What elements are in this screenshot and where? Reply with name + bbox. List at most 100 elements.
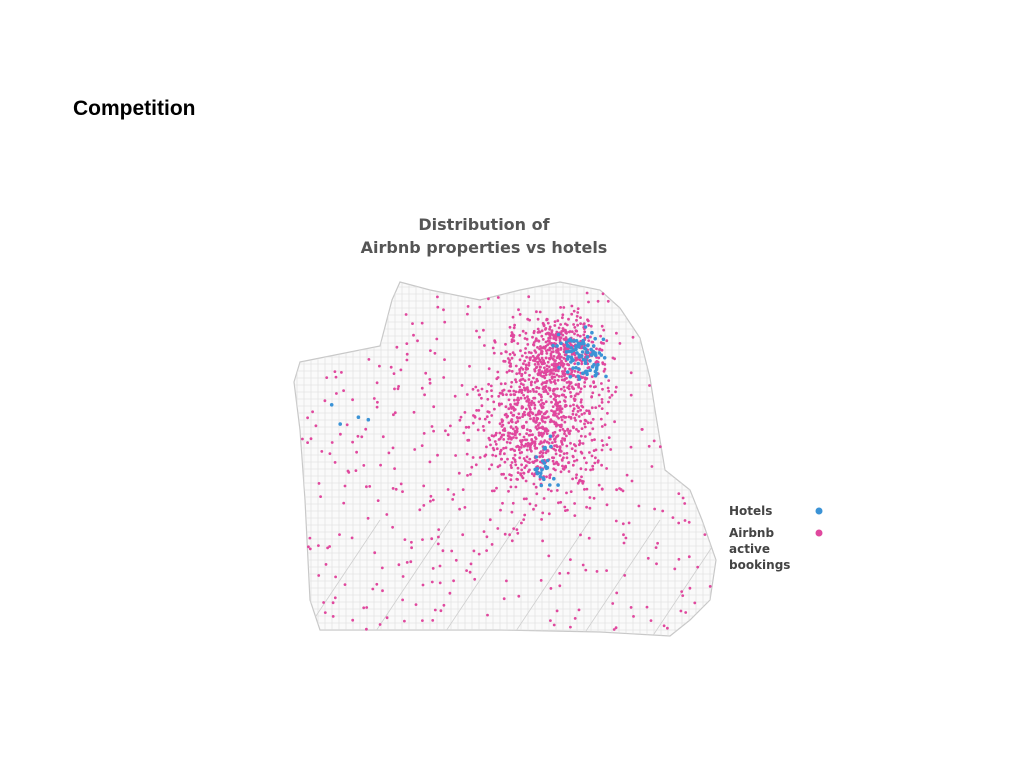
map-point	[392, 413, 395, 417]
map-point	[573, 362, 577, 365]
map-point	[558, 353, 562, 356]
map-point	[591, 464, 595, 468]
map-point	[498, 422, 502, 426]
map-point	[399, 368, 403, 372]
map-point	[375, 381, 379, 385]
map-point	[581, 442, 585, 445]
map-point	[549, 489, 553, 493]
map-point	[548, 378, 552, 382]
map-point	[520, 405, 524, 408]
map-point	[551, 350, 555, 354]
map-point	[532, 474, 536, 478]
map-point	[585, 350, 589, 355]
map-point	[688, 586, 692, 590]
map-point	[524, 442, 528, 446]
map-point	[405, 342, 409, 345]
map-point	[510, 380, 514, 384]
map-point	[533, 442, 537, 446]
map-point	[521, 426, 525, 430]
map-point	[413, 448, 417, 451]
map-point	[583, 361, 588, 366]
map-point	[607, 379, 611, 382]
map-point	[334, 575, 337, 579]
map-point	[614, 626, 618, 630]
map-point	[573, 369, 577, 373]
map-point	[523, 513, 527, 517]
map-point	[317, 574, 321, 577]
map-point	[576, 392, 580, 396]
map-point	[520, 391, 524, 394]
map-point	[585, 505, 588, 509]
map-point	[585, 409, 588, 413]
map-point	[556, 332, 561, 337]
map-point	[460, 384, 464, 387]
map-point	[520, 443, 524, 446]
map-point	[501, 428, 505, 432]
map-point	[629, 371, 633, 375]
map-point	[482, 328, 485, 332]
map-point	[569, 391, 572, 394]
map-point	[590, 406, 594, 410]
map-point	[519, 446, 523, 449]
map-point	[544, 411, 548, 414]
map-point	[585, 355, 590, 359]
map-point	[376, 499, 380, 502]
map-point	[545, 416, 548, 420]
map-point	[557, 501, 560, 505]
map-point	[476, 389, 480, 392]
map-point	[537, 386, 541, 390]
map-point	[527, 470, 530, 474]
map-point	[539, 374, 543, 377]
map-point	[428, 378, 432, 381]
map-point	[497, 402, 501, 406]
map-point	[526, 413, 530, 416]
map-point	[307, 545, 310, 549]
map-point	[467, 425, 471, 429]
map-point	[623, 574, 627, 577]
map-point	[393, 467, 396, 470]
map-point	[526, 390, 530, 394]
map-point	[338, 533, 341, 536]
map-point	[521, 415, 524, 418]
map-point	[519, 473, 523, 476]
map-point	[541, 415, 544, 418]
map-point	[446, 433, 450, 437]
map-point	[489, 384, 493, 388]
map-point	[511, 315, 515, 319]
map-point	[436, 453, 439, 457]
map-point	[542, 497, 546, 500]
map-point	[555, 365, 558, 369]
map-point	[487, 367, 491, 371]
map-point	[557, 394, 561, 398]
map-point	[578, 441, 582, 445]
map-point	[540, 426, 543, 430]
map-point	[528, 433, 532, 437]
map-point	[410, 540, 413, 544]
map-point	[600, 463, 603, 467]
map-point	[541, 338, 545, 341]
map-point	[516, 342, 520, 345]
map-point	[504, 405, 508, 409]
map-point	[391, 487, 395, 490]
map-point	[542, 359, 546, 363]
map-point	[329, 403, 334, 407]
map-point	[535, 471, 540, 476]
map-point	[541, 511, 545, 515]
map-point	[679, 609, 683, 613]
map-point	[405, 561, 409, 564]
map-point	[592, 449, 596, 452]
map-point	[588, 496, 592, 499]
map-point	[590, 340, 594, 344]
map-point	[553, 375, 556, 379]
map-point	[600, 407, 604, 410]
map-point	[515, 528, 519, 531]
map-point	[538, 359, 542, 362]
map-point	[499, 352, 503, 355]
map-point	[570, 330, 574, 334]
map-point	[575, 318, 578, 322]
map-point	[529, 417, 532, 421]
map-point	[502, 433, 506, 437]
map-point	[569, 381, 573, 385]
map-point	[537, 339, 541, 343]
map-point	[580, 427, 584, 430]
